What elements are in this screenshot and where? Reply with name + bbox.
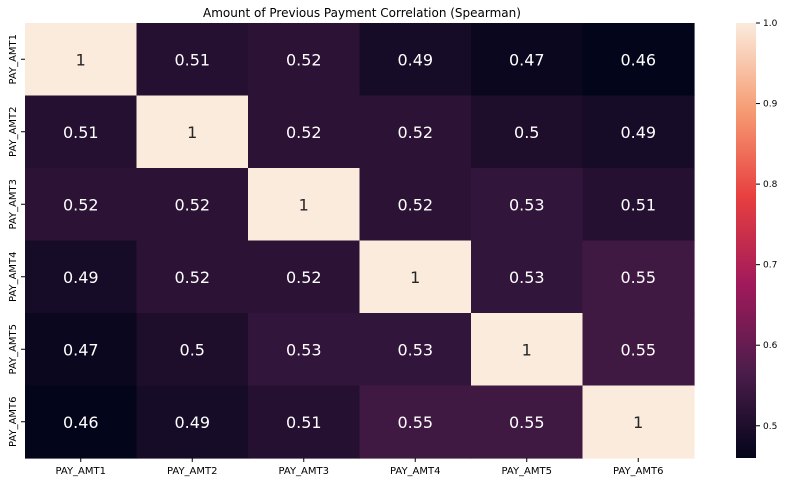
heatmap-cell [359, 313, 472, 387]
cell-annotation: 0.51 [620, 195, 656, 214]
colorbar-tick-label: 0.8 [763, 180, 778, 190]
cell-annotation: 0.53 [509, 268, 545, 287]
heatmap-cell [248, 313, 361, 387]
cell-annotation: 0.49 [63, 268, 99, 287]
cell-annotation: 1 [76, 50, 86, 69]
heatmap-cell [471, 95, 584, 169]
heatmap-cell [25, 95, 138, 169]
heatmap-cell [136, 95, 249, 169]
heatmap-cell [582, 385, 695, 459]
x-tick-label: PAY_AMT4 [390, 466, 441, 477]
heatmap-cell [136, 23, 249, 97]
heatmap-cell [248, 168, 361, 242]
heatmap-cell [25, 23, 138, 97]
cell-annotation: 0.52 [286, 268, 322, 287]
cell-annotation: 0.55 [620, 340, 656, 359]
cell-annotation: 0.5 [514, 123, 539, 142]
heatmap-cell [25, 240, 138, 314]
cell-annotation: 0.52 [397, 123, 433, 142]
cell-annotation: 0.53 [286, 340, 322, 359]
colorbar-tick-label: 0.6 [763, 341, 778, 351]
cell-annotation: 0.47 [63, 340, 99, 359]
cell-annotation: 0.52 [397, 195, 433, 214]
cell-annotation: 0.49 [620, 123, 656, 142]
cell-annotation: 0.51 [286, 413, 322, 432]
heatmap-cell [248, 23, 361, 97]
cell-annotation: 0.55 [509, 413, 545, 432]
cell-annotation: 1 [187, 123, 197, 142]
colorbar-tick-label: 1.0 [763, 19, 778, 29]
heatmap-cell [25, 168, 138, 242]
heatmap-cell [136, 313, 249, 387]
cell-annotations: 1 0.51 0.52 0.49 0.47 0.460.51 1 0.52 0.52 0.5 0.4… [63, 50, 656, 432]
heatmap-cell [248, 240, 361, 314]
heatmap-cell [359, 23, 472, 97]
cell-annotation: 0.52 [174, 195, 210, 214]
cell-annotation: 0.52 [286, 50, 322, 69]
heatmap-cell [582, 240, 695, 314]
x-tick-label: PAY_AMT1 [55, 466, 106, 477]
heatmap-cell [582, 168, 695, 242]
heatmap-cell [471, 385, 584, 459]
heatmap-cell [248, 385, 361, 459]
x-tick-label: PAY_AMT3 [278, 466, 329, 477]
y-tick-label: PAY_AMT4 [8, 251, 19, 302]
cell-annotation: 0.53 [509, 195, 545, 214]
heatmap-cell [359, 95, 472, 169]
y-axis: PAY_AMT1 PAY_AMT2 PAY_AMT3 PAY_AMT4 PAY_AMT5… [8, 34, 25, 447]
heatmap-cell [582, 95, 695, 169]
chart-title: Amount of Previous Payment Correlation (… [203, 6, 521, 20]
cell-annotation: 0.52 [286, 123, 322, 142]
cell-annotation: 1 [633, 413, 643, 432]
heatmap-cell [582, 313, 695, 387]
heatmap-cells [25, 23, 695, 459]
cell-annotation: 0.49 [397, 50, 433, 69]
cell-annotation: 1 [410, 268, 420, 287]
x-axis: PAY_AMT1 PAY_AMT2 PAY_AMT3 PAY_AMT4 PAY_AMT5… [55, 458, 664, 477]
colorbar-tick-label: 0.9 [763, 100, 778, 110]
heatmap-cell [582, 23, 695, 97]
heatmap-cell [359, 168, 472, 242]
heatmap-cell [359, 385, 472, 459]
heatmap-cell [359, 240, 472, 314]
heatmap-cell [471, 23, 584, 97]
colorbar-gradient [736, 23, 756, 458]
cell-annotation: 0.47 [509, 50, 545, 69]
cell-annotation: 0.46 [620, 50, 656, 69]
cell-annotation: 0.53 [397, 340, 433, 359]
heatmap-cell [136, 385, 249, 459]
cell-annotation: 0.52 [63, 195, 99, 214]
x-tick-label: PAY_AMT2 [167, 466, 218, 477]
cell-annotation: 0.5 [180, 340, 205, 359]
heatmap-cell [25, 385, 138, 459]
heatmap-cell [471, 240, 584, 314]
x-tick-label: PAY_AMT5 [501, 466, 552, 477]
y-tick-label: PAY_AMT1 [8, 34, 19, 85]
heatmap-cell [136, 168, 249, 242]
colorbar-tick-label: 0.5 [763, 422, 777, 432]
y-tick-label: PAY_AMT3 [8, 179, 19, 230]
cell-annotation: 0.52 [174, 268, 210, 287]
heatmap-cell [25, 313, 138, 387]
heatmap-cell [136, 240, 249, 314]
heatmap-cell [471, 313, 584, 387]
cell-annotation: 0.51 [63, 123, 99, 142]
cell-annotation: 0.51 [174, 50, 210, 69]
cell-annotation: 0.49 [174, 413, 210, 432]
colorbar-tick-label: 0.7 [763, 261, 777, 271]
colorbar: 0.5 0.6 0.7 0.8 0.9 1.0 [736, 19, 778, 458]
heatmap-cell [471, 168, 584, 242]
heatmap-cell [248, 95, 361, 169]
x-tick-label: PAY_AMT6 [613, 466, 664, 477]
cell-annotation: 0.55 [620, 268, 656, 287]
cell-annotation: 0.55 [397, 413, 433, 432]
y-tick-label: PAY_AMT6 [8, 396, 19, 447]
cell-annotation: 0.46 [63, 413, 99, 432]
cell-annotation: 1 [299, 195, 309, 214]
cell-annotation: 1 [522, 340, 532, 359]
y-tick-label: PAY_AMT2 [8, 106, 19, 157]
y-tick-label: PAY_AMT5 [8, 324, 19, 375]
